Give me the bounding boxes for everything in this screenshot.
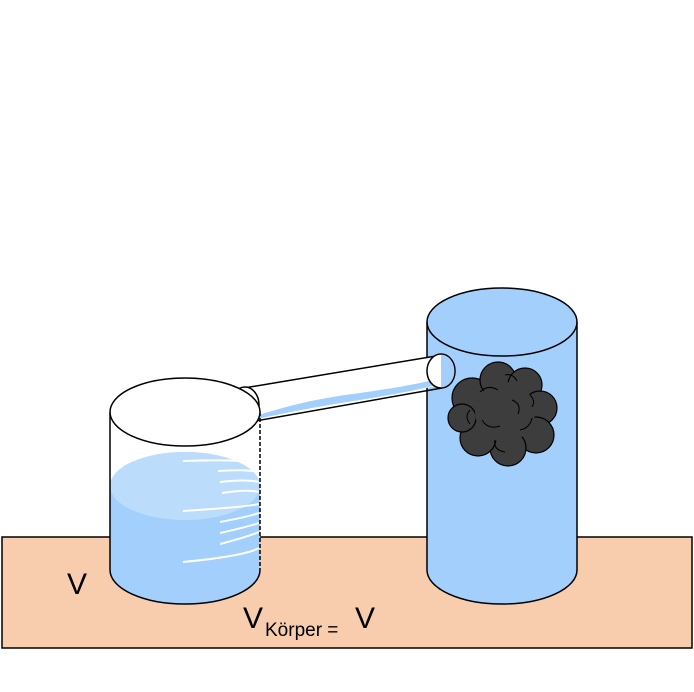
overflow-spout-tube <box>230 353 456 424</box>
measuring-beaker <box>109 377 261 605</box>
volume-equation: V Körper = V <box>243 602 375 641</box>
equation-v-right: V <box>355 602 375 635</box>
label-v-left: V <box>67 568 87 601</box>
rock-body <box>447 361 558 467</box>
equation-v-main: V <box>243 602 263 635</box>
table-surface <box>1 536 693 649</box>
beaker-water-surface <box>110 452 260 520</box>
beaker-scale-marks <box>182 459 260 563</box>
equation-subscript: Körper = <box>265 620 338 641</box>
spout-water-stream <box>252 376 449 420</box>
beaker-rim <box>109 377 261 447</box>
overflow-cylinder-rim <box>426 287 578 357</box>
